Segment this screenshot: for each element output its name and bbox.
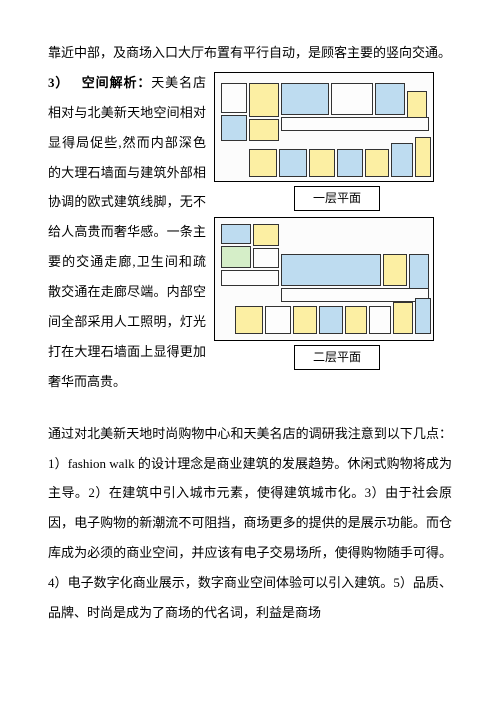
floorplan-2 [214,217,434,341]
p2-num: 2） [88,485,108,500]
p1-num: 1） [48,456,68,471]
floorplan-1 [214,72,434,182]
summary-lead: 通过对北美新天地时尚购物中心和天美名店的调研我注意到以下几点： [48,426,452,441]
p3-num: 3） [365,485,385,500]
summary-paragraph: 通过对北美新天地时尚购物中心和天美名店的调研我注意到以下几点： 1）fashion… [48,419,452,628]
p5-num: 5） [393,575,413,590]
section-text: 天美名店相对与北美新天地空间相对显得局促些,然而内部深色的大理石墙面与建筑外部相… [48,75,206,389]
section-body: 3） 空间解析：天美名店相对与北美新天地空间相对显得局促些,然而内部深色的大理石… [48,68,206,397]
figure2-caption: 二层平面 [294,345,380,370]
p1-en: fashion walk [68,456,135,471]
p4-num: 4） [48,575,68,590]
intro-paragraph: 靠近中部，及商场入口大厅布置有平行自动，是顾客主要的竖向交通。 [48,38,452,68]
section-number: 3） [48,75,69,90]
figure1-caption: 一层平面 [294,186,380,211]
p4-text: 电子数字化商业展示，数字商业空间体验可以引入建筑。 [68,575,394,590]
figure-floor1: 一层平面 [214,72,452,211]
p2-text: 在建筑中引入城市元素，使得建筑城市化。 [109,485,365,500]
figure-floor2: 二层平面 [214,217,452,370]
section-title: 空间解析： [82,75,152,90]
